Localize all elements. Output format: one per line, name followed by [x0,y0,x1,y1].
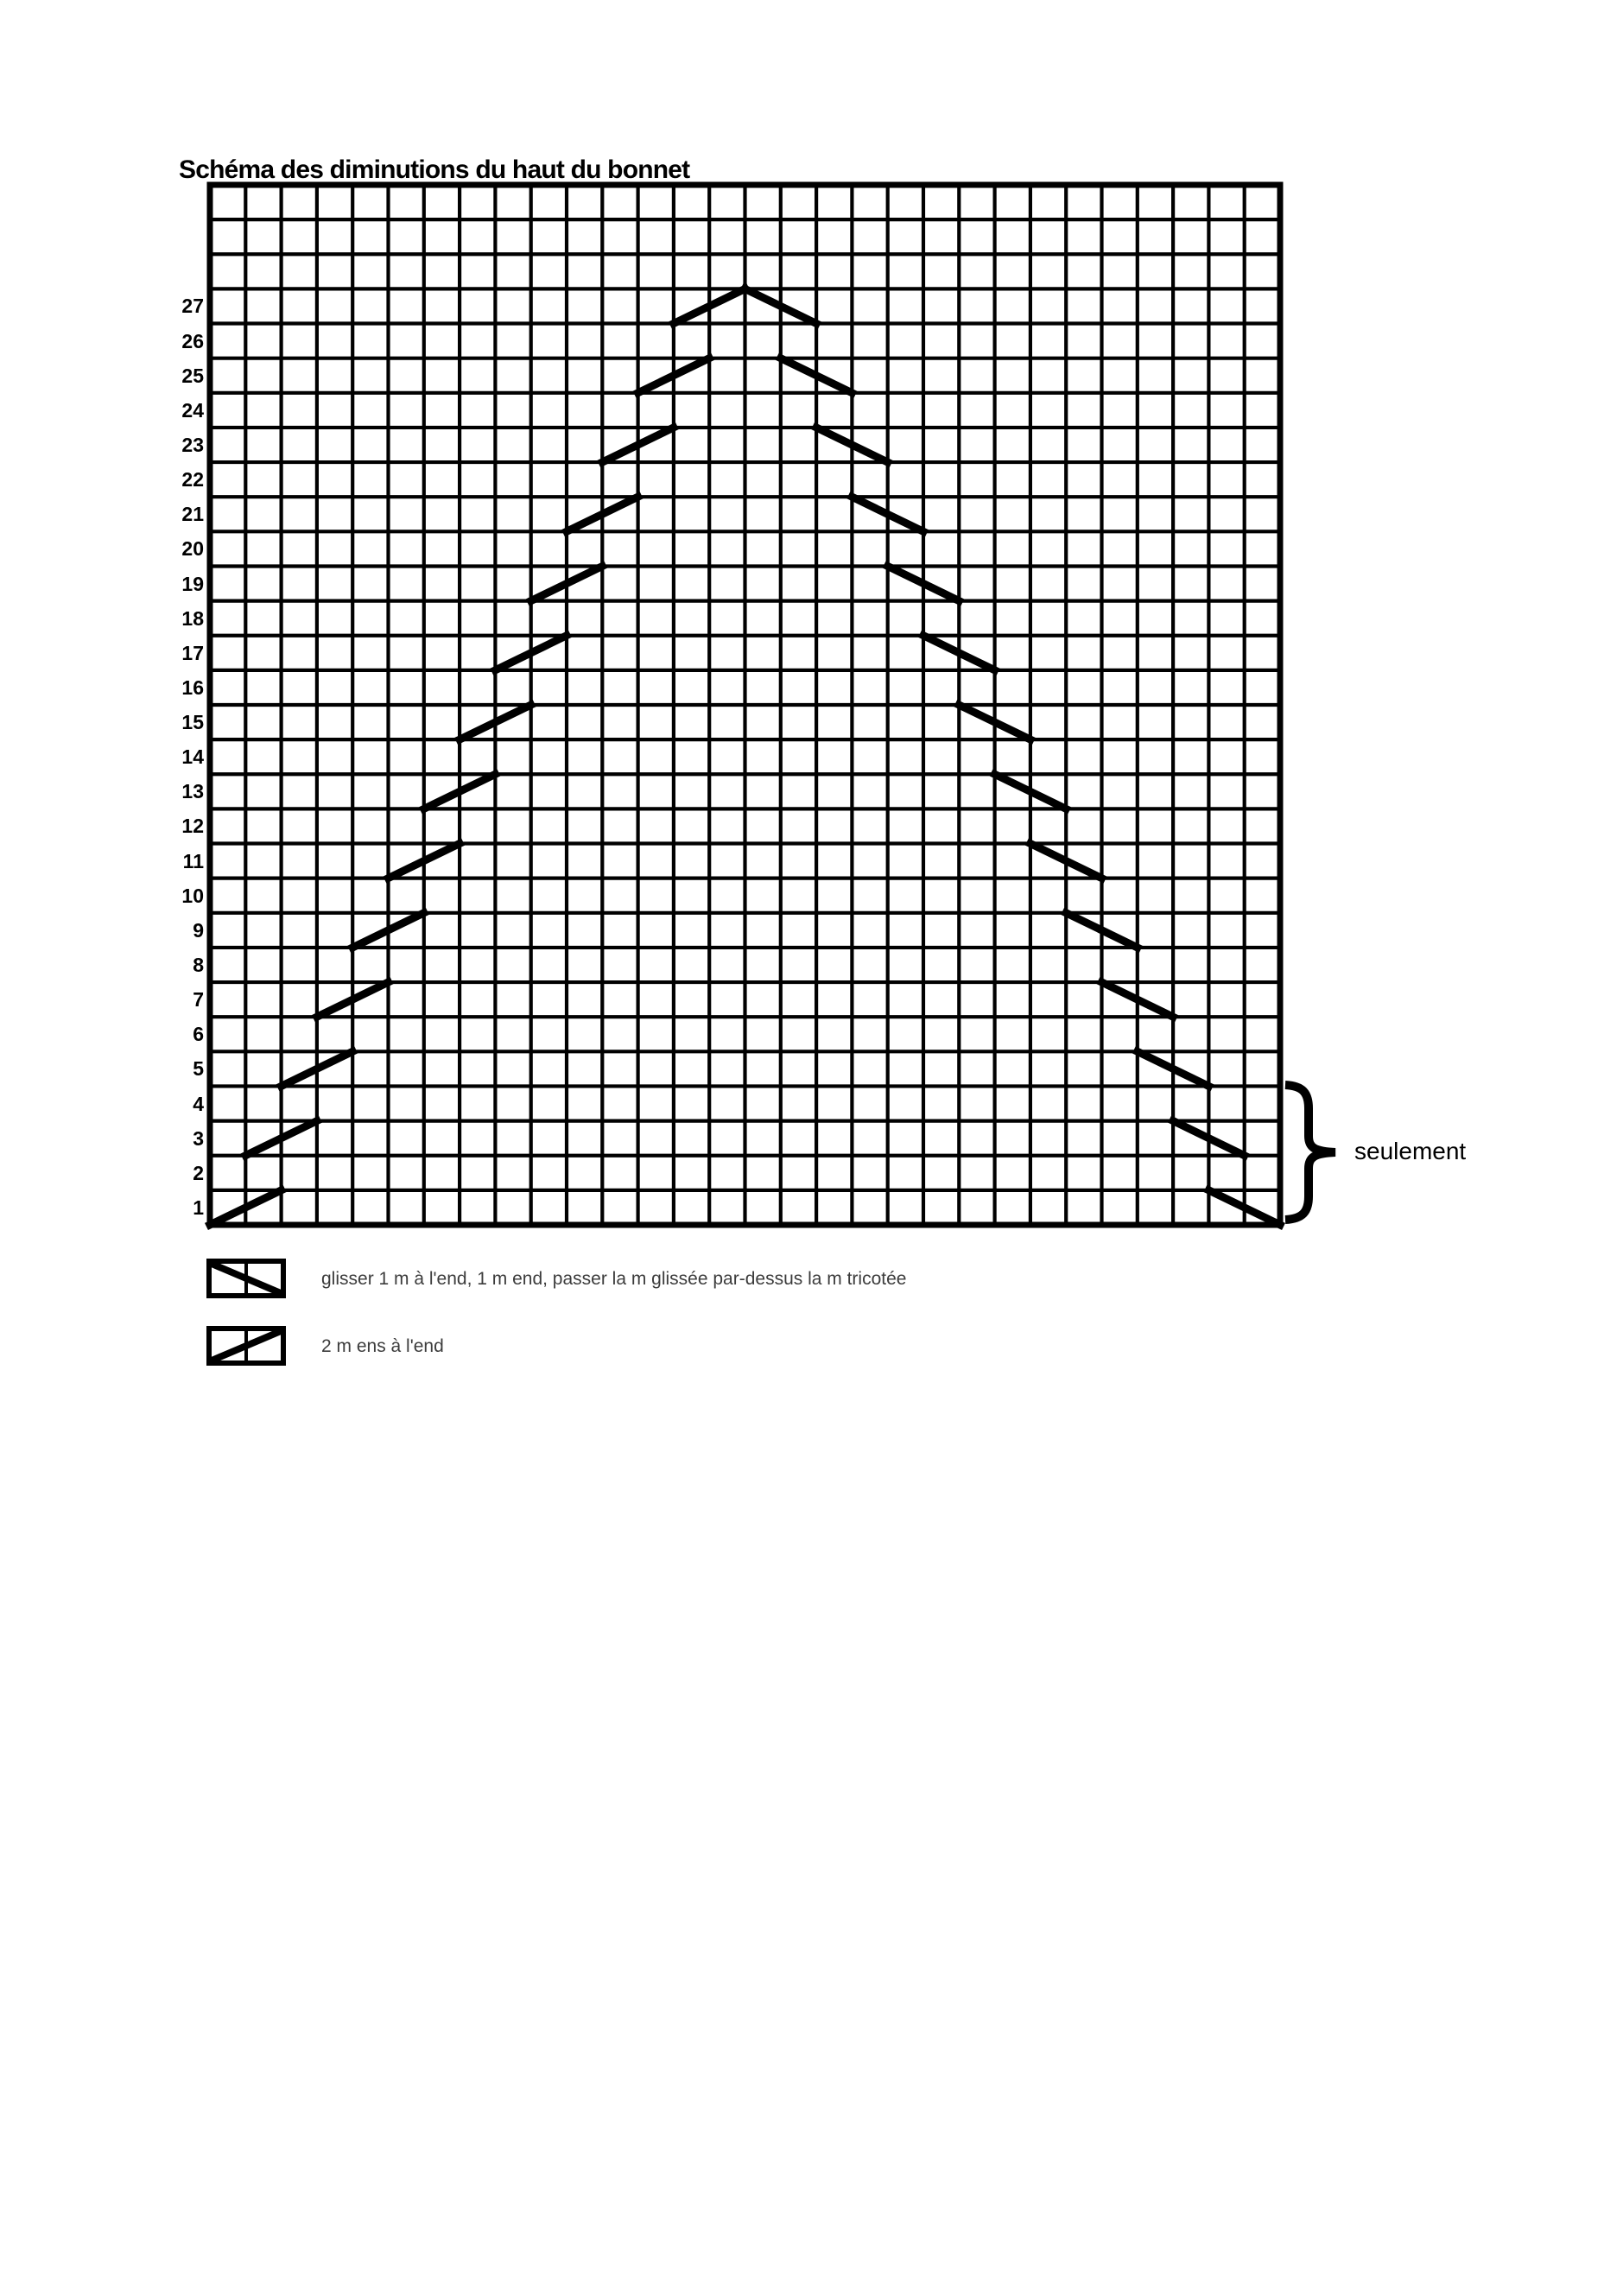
decrease-symbol-skp [1168,1115,1250,1161]
row-label-9: 9 [193,918,204,942]
grid-border [206,181,1284,1228]
row-label-20: 20 [181,537,204,561]
row-label-24: 24 [181,398,204,422]
decrease-symbol-skp [954,699,1036,745]
row-label-10: 10 [181,884,204,907]
row-label-4: 4 [193,1092,204,1115]
decrease-symbol-k2tog [525,561,608,606]
row-label-12: 12 [181,815,204,838]
decrease-symbol-k2tog [597,422,679,468]
decrease-symbol-skp [775,352,858,398]
decrease-symbol-k2tog [311,977,394,1023]
decrease-symbol-skp [989,769,1072,815]
row-label-21: 21 [181,503,204,526]
row-label-1: 1 [193,1196,204,1219]
seulement-brace [1284,1081,1336,1224]
decrease-symbol-k2tog [347,907,429,953]
decrease-symbol-skp [917,630,1000,675]
legend-label-k2tog: 2 m ens à l'end [321,1336,444,1356]
decrease-symbol-skp [1096,977,1179,1023]
decrease-symbol-skp [1132,1046,1214,1092]
decrease-symbol-k2tog [668,283,751,329]
row-label-17: 17 [181,641,204,664]
decrease-symbol-skp [882,561,965,606]
decrease-symbol-skp [1203,1184,1286,1231]
row-label-18: 18 [181,606,204,630]
row-label-11: 11 [182,849,204,872]
seulement-annotation: seulement [1354,1138,1467,1164]
decrease-symbol-k2tog [276,1046,358,1092]
row-label-26: 26 [181,329,204,352]
decrease-symbol-k2tog [383,838,466,884]
decrease-symbol-skp [846,492,929,537]
decrease-symbol-k2tog [418,769,501,815]
row-label-16: 16 [181,675,204,699]
decrease-symbol-k2tog [561,492,643,537]
row-label-23: 23 [181,433,204,456]
decrease-symbol-skp [1024,838,1107,884]
row-label-25: 25 [181,364,204,387]
legend-label-skp: glisser 1 m à l'end, 1 m end, passer la … [321,1269,907,1289]
row-label-3: 3 [193,1126,204,1150]
row-label-27: 27 [181,295,204,318]
row-label-7: 7 [193,988,204,1012]
row-label-13: 13 [181,780,204,803]
decrease-symbol-skp [1061,907,1143,953]
decrease-symbol-k2tog [204,1184,287,1231]
row-label-22: 22 [181,468,204,492]
decrease-symbol-skp [811,422,893,468]
row-label-19: 19 [181,572,204,595]
decrease-symbol-k2tog [632,352,715,398]
decrease-symbol-k2tog [240,1115,322,1161]
chart-title: Schéma des diminutions du haut du bonnet [179,155,690,184]
row-label-14: 14 [181,745,204,769]
row-label-8: 8 [193,953,204,976]
decrease-symbol-k2tog [490,630,573,675]
legend-symbol-slash [206,1326,286,1366]
row-label-2: 2 [193,1161,204,1184]
decrease-symbol-k2tog [454,699,536,745]
row-label-5: 5 [193,1057,204,1081]
row-label-15: 15 [181,711,204,734]
legend-symbol-backslash [206,1259,286,1298]
decrease-symbol-skp [739,283,822,329]
row-label-6: 6 [193,1023,204,1046]
